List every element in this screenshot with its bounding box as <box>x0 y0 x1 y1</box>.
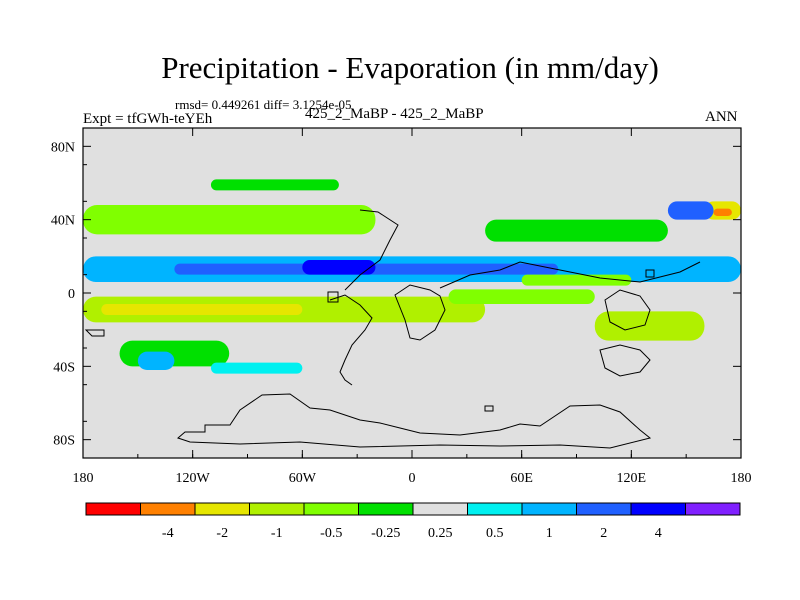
region-sh-wet-atlantic <box>137 351 175 370</box>
colorbar-swatch <box>412 502 468 516</box>
x-tick-label: 60W <box>289 471 317 486</box>
y-tick-label: 80S <box>53 434 75 449</box>
colorbar-label: 2 <box>600 526 607 541</box>
colorbar-label: 4 <box>655 526 662 541</box>
colorbar-label: -1 <box>271 526 283 541</box>
x-tick-label: 120E <box>617 471 647 486</box>
colorbar-swatch <box>467 502 523 516</box>
colorbar-swatch <box>521 502 577 516</box>
chart-title: Precipitation - Evaporation (in mm/day) <box>161 50 659 85</box>
coastline-africa <box>394 284 446 341</box>
x-tick-label: 180 <box>731 471 752 486</box>
colorbar-swatch <box>140 502 196 516</box>
coastline-australia-south <box>599 344 651 377</box>
season-label: ANN <box>705 109 738 125</box>
region-nh-storm-track-pacific <box>83 205 376 235</box>
stats-label: rmsd= 0.449261 diff= 3.1254e-05 <box>175 97 352 112</box>
region-sh-light-blue <box>210 362 303 374</box>
y-axis: 80N 40N 0 40S 80S <box>51 127 741 459</box>
region-subtropical-dry-yellow <box>101 304 303 315</box>
colorbar-swatch <box>303 502 359 516</box>
region-east-dry-south <box>594 311 705 341</box>
colorbar-label: 0.5 <box>486 526 504 541</box>
region-itcz-band-deep <box>302 260 376 275</box>
coastline-nz <box>84 329 105 337</box>
colorbar-swatch <box>576 502 632 516</box>
colorbar-swatch <box>358 502 414 516</box>
coastline-antarctica <box>177 393 652 449</box>
colorbar-swatch <box>194 502 250 516</box>
coastline-australia <box>604 289 651 331</box>
colorbar-swatch <box>249 502 305 516</box>
x-tick-label: 0 <box>409 471 416 486</box>
region-ne-red-spot <box>713 208 732 216</box>
island-small-2 <box>645 269 655 278</box>
y-tick-label: 0 <box>68 287 75 302</box>
coastline-south-america <box>329 294 373 386</box>
coastline-north-america <box>344 209 399 291</box>
x-axis: 180 120W 60W 0 60E 120E 180 <box>73 128 752 486</box>
island-small-1 <box>484 405 494 412</box>
coastlines <box>84 209 701 449</box>
y-tick-label: 40N <box>51 214 75 229</box>
colorbar-swatch <box>630 502 686 516</box>
colorbar-swatch <box>685 502 741 516</box>
colorbar: -4 -2 -1 -0.5 -0.25 0.25 0.5 1 2 4 <box>85 502 741 541</box>
coastline-asia <box>439 261 701 289</box>
y-tick-label: 80N <box>51 140 75 155</box>
colorbar-swatch <box>85 502 141 516</box>
region-northeast-wet <box>667 201 714 220</box>
colorbar-label: -4 <box>162 526 174 541</box>
x-tick-label: 60E <box>510 471 533 486</box>
plot-background <box>83 128 741 458</box>
island-small-3 <box>327 291 339 303</box>
x-tick-label: 120W <box>176 471 211 486</box>
region-ne-green-patch <box>210 179 339 191</box>
region-east-dry-north <box>521 274 632 286</box>
x-tick-label: 180 <box>73 471 94 486</box>
case-label: 425_2_MaBP - 425_2_MaBP <box>305 106 484 122</box>
experiment-label: Expt = tfGWh-teYEh <box>83 111 213 127</box>
colorbar-label: -0.5 <box>320 526 342 541</box>
colorbar-label: -2 <box>216 526 228 541</box>
region-equatorial-light-green <box>448 289 595 304</box>
colorbar-label: 1 <box>546 526 553 541</box>
y-tick-label: 40S <box>53 360 75 375</box>
colorbar-label: 0.25 <box>428 526 453 541</box>
region-nh-storm-track-east <box>485 219 668 242</box>
field-regions <box>83 179 741 374</box>
colorbar-label: -0.25 <box>371 526 400 541</box>
region-sh-wet-pacific <box>119 340 230 367</box>
